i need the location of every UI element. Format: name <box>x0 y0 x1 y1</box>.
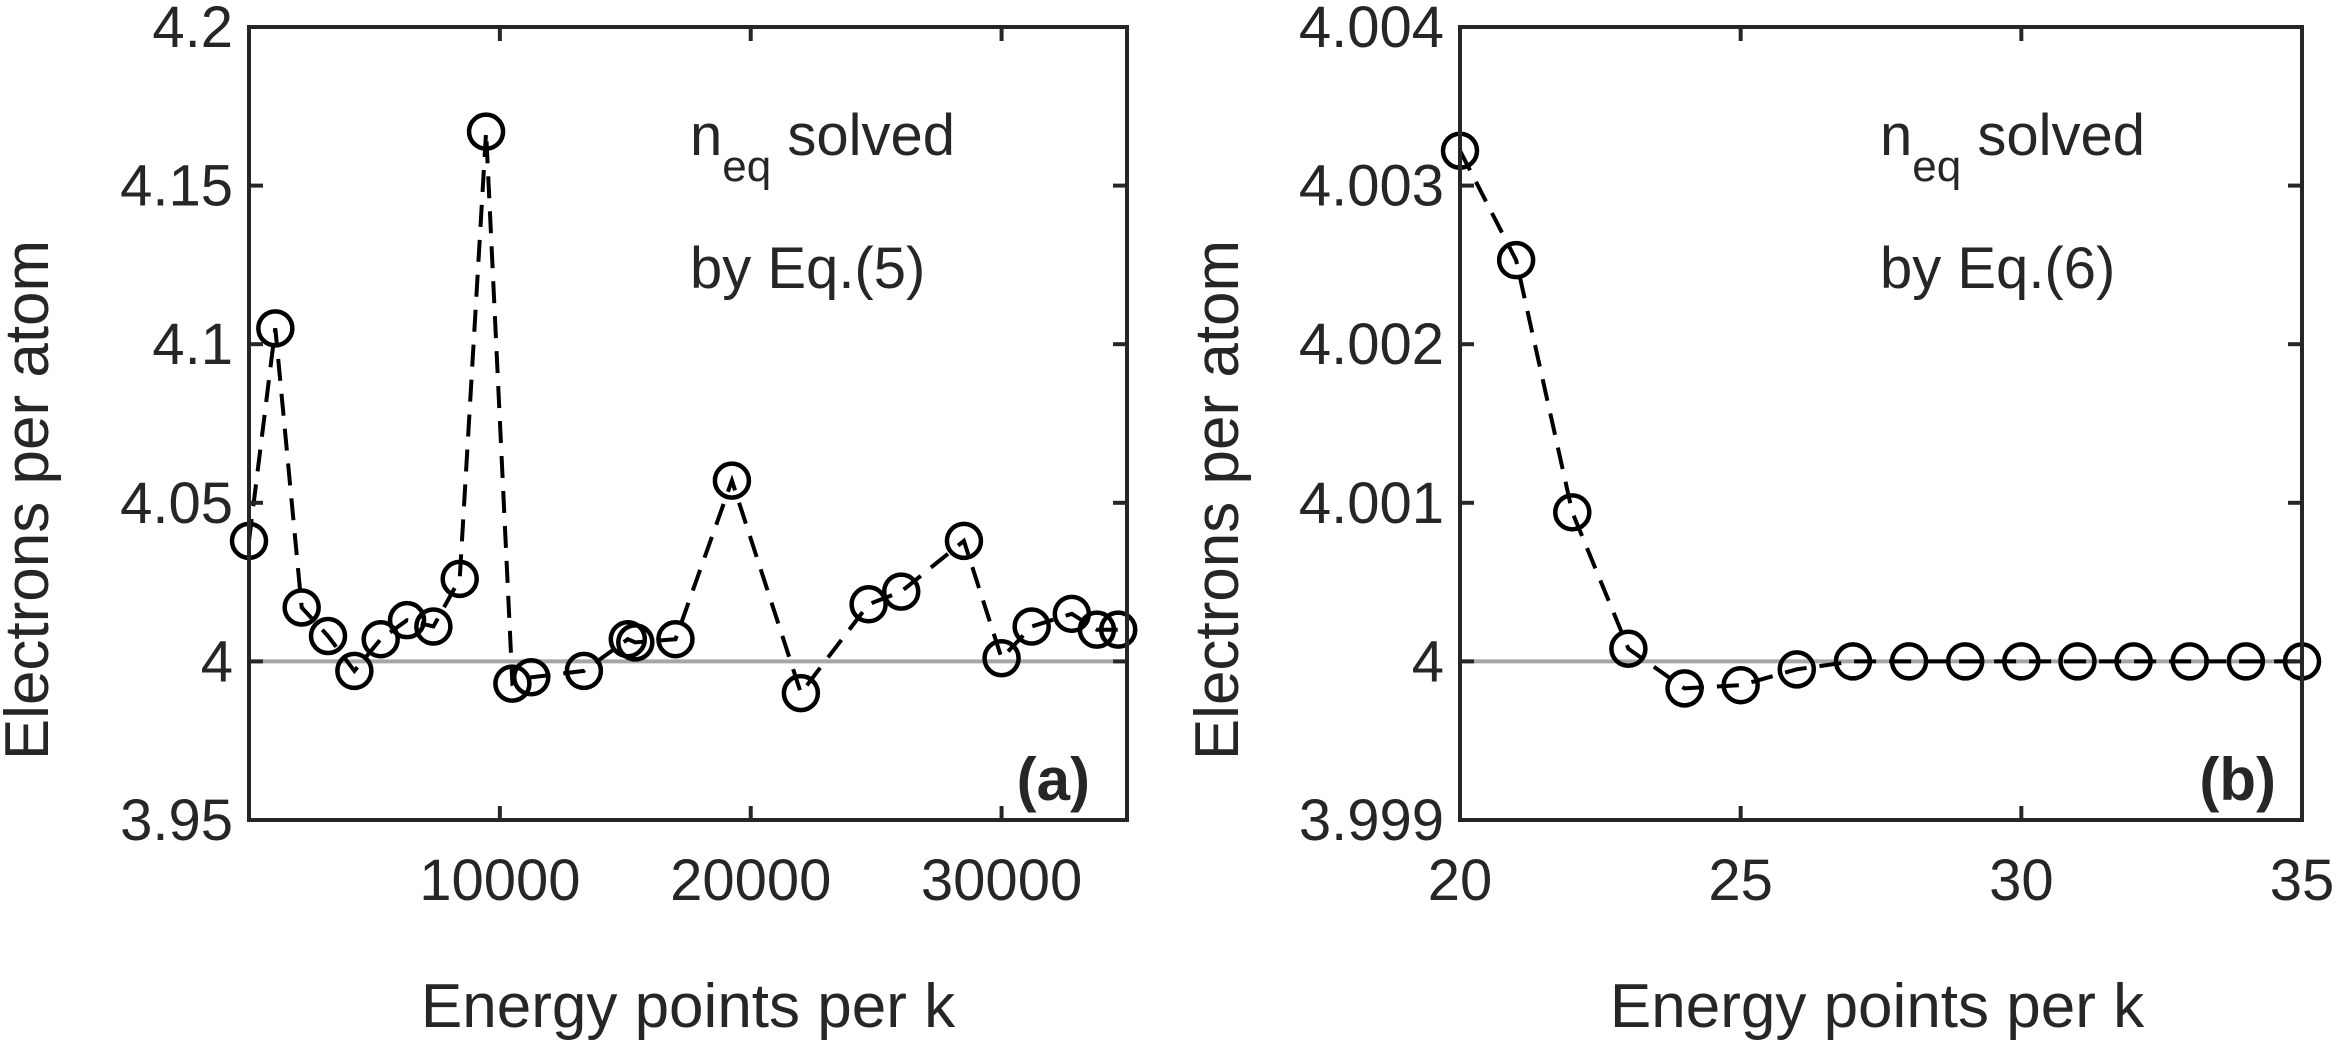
data-point <box>1665 669 1704 708</box>
axes-frame <box>247 25 1129 822</box>
data-point <box>1777 650 1817 689</box>
x-axis-label-a: Energy points per k <box>421 972 956 1041</box>
data-point <box>2114 642 2153 681</box>
data-point <box>440 559 479 599</box>
y-axis-label-b: Electrons per atom <box>1183 240 1252 760</box>
data-point <box>335 651 374 691</box>
y-tick-label: 4.001 <box>1299 471 1444 536</box>
data-point <box>1833 642 1873 681</box>
panel-b: 20 25 30 35 3.999 4 4.001 4.002 4.003 4.004 neq s… <box>1183 0 2334 1041</box>
annotation-suffix: solved <box>1961 103 2145 168</box>
annotation-line2-b: by Eq.(6) <box>1880 236 2115 301</box>
y-tick-label: 3.95 <box>120 788 233 853</box>
annotation-line2-a: by Eq.(5) <box>690 236 925 301</box>
y-tick-label: 4.003 <box>1299 154 1444 219</box>
y-axis-label-a: Electrons per atom <box>0 240 62 760</box>
data-point <box>849 585 888 624</box>
x-tick-label: 20000 <box>670 848 831 913</box>
data-point <box>387 600 427 640</box>
y-tick-label: 4 <box>201 629 233 694</box>
data-point <box>256 309 295 348</box>
data-point <box>1496 240 1536 280</box>
data-point <box>2170 642 2209 681</box>
data-point <box>982 638 1021 678</box>
x-tick-label: 25 <box>1708 848 1773 913</box>
data-point <box>1553 493 1592 532</box>
data-point <box>2226 642 2266 681</box>
x-tick-label: 10000 <box>419 848 580 913</box>
data-point <box>511 658 551 697</box>
annotation-suffix: solved <box>771 103 955 168</box>
data-point <box>656 619 695 659</box>
data-point <box>564 651 604 691</box>
annotation-prefix: n <box>1880 103 1912 168</box>
y-tick-label: 4.004 <box>1299 0 1444 60</box>
data-point <box>1889 642 1929 681</box>
annotation-subscript: eq <box>722 142 771 191</box>
data-point <box>881 572 921 611</box>
data-point <box>493 664 532 703</box>
y-tick-label: 4 <box>1412 629 1444 694</box>
data-point <box>1012 607 1051 646</box>
panel-label-b: (b) <box>2199 746 2276 813</box>
x-tick-label: 30 <box>1989 848 2054 913</box>
data-point <box>414 607 453 646</box>
annotation-subscript: eq <box>1912 142 1961 191</box>
data-point <box>2058 642 2097 681</box>
data-point <box>282 588 321 627</box>
data-point <box>308 616 348 656</box>
panel-a: 10000 20000 30000 3.95 4 4.05 4.1 4.15 4.2 neq s… <box>0 0 1138 1041</box>
data-point <box>1609 629 1648 668</box>
y-tick-label: 4.15 <box>120 154 233 219</box>
data-point <box>2002 642 2041 681</box>
panel-label-a: (a) <box>1017 746 1090 813</box>
data-point <box>466 112 506 151</box>
y-tick-label: 4.2 <box>152 0 233 60</box>
series-line <box>1458 149 2302 691</box>
y-tick-label: 3.999 <box>1299 788 1444 853</box>
data-point <box>616 623 655 662</box>
data-point <box>1098 610 1138 649</box>
data-point <box>781 673 821 713</box>
data-point <box>712 461 752 500</box>
annotation-a: neq solved <box>690 103 955 191</box>
x-tick-label: 35 <box>2270 848 2335 913</box>
x-tick-label: 20 <box>1428 848 1493 913</box>
data-point <box>1945 642 1985 681</box>
data-point <box>361 619 400 659</box>
plot-layer: 20 25 30 35 3.999 4 4.001 4.002 4.003 4.004 <box>1299 0 2334 913</box>
axes-frame <box>1458 25 2304 822</box>
y-tick-label: 4.002 <box>1299 312 1444 377</box>
annotation-prefix: n <box>690 103 722 168</box>
series-line <box>247 131 1119 698</box>
y-tick-label: 4.1 <box>152 312 233 377</box>
x-tick-label: 30000 <box>921 848 1082 913</box>
plot-layer: 10000 20000 30000 3.95 4 4.05 4.1 4.15 4.2 <box>120 0 1138 913</box>
x-axis-label-b: Energy points per k <box>1610 972 2145 1041</box>
data-point <box>944 521 984 561</box>
data-point <box>1077 610 1117 649</box>
data-point <box>1721 665 1760 705</box>
annotation-b: neq solved <box>1880 103 2145 191</box>
y-tick-label: 4.05 <box>120 471 233 536</box>
